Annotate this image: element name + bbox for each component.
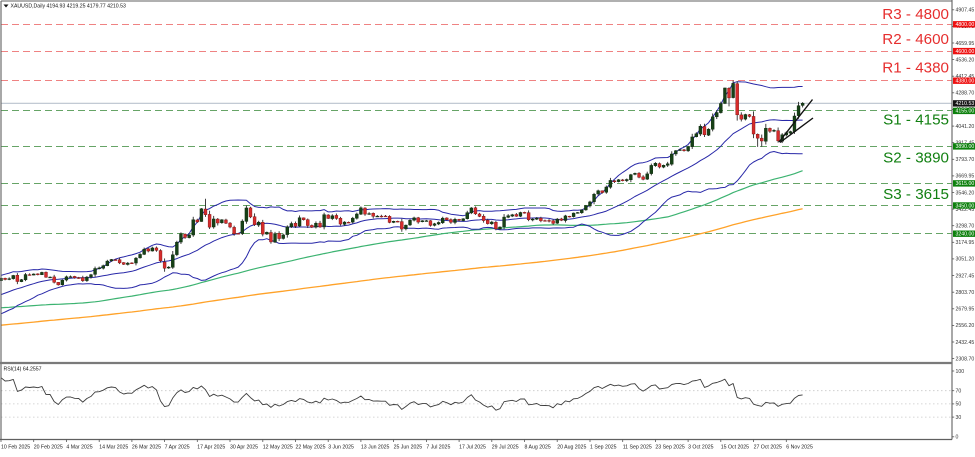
svg-text:RSI(14) 64.2557: RSI(14) 64.2557 [4, 367, 42, 373]
svg-text:20 Aug 2025: 20 Aug 2025 [557, 445, 586, 451]
svg-text:4659.95: 4659.95 [956, 41, 975, 47]
svg-text:50: 50 [956, 402, 962, 408]
svg-text:3669.95: 3669.95 [956, 174, 975, 180]
svg-text:3546.20: 3546.20 [956, 190, 975, 196]
svg-text:30 Apr 2025: 30 Apr 2025 [230, 445, 258, 451]
svg-text:R3 - 4800: R3 - 4800 [882, 6, 949, 23]
svg-text:3890.00: 3890.00 [956, 144, 975, 150]
svg-text:4536.20: 4536.20 [956, 57, 975, 63]
svg-text:2803.70: 2803.70 [956, 290, 975, 296]
svg-text:4412.45: 4412.45 [956, 74, 975, 80]
svg-text:2927.45: 2927.45 [956, 273, 975, 279]
svg-text:S2 - 3890: S2 - 3890 [883, 150, 949, 167]
svg-text:15 Oct 2025: 15 Oct 2025 [721, 445, 749, 451]
svg-text:29 Jul 2025: 29 Jul 2025 [492, 445, 519, 451]
svg-text:2679.95: 2679.95 [956, 307, 975, 313]
svg-text:3793.70: 3793.70 [956, 157, 975, 163]
svg-text:3450.00: 3450.00 [956, 203, 975, 209]
svg-text:6 Nov 2025: 6 Nov 2025 [786, 445, 813, 451]
svg-text:R2 - 4600: R2 - 4600 [882, 31, 949, 48]
svg-text:11 Sep 2025: 11 Sep 2025 [623, 445, 652, 451]
svg-text:4600.00: 4600.00 [956, 49, 975, 55]
svg-text:4 Mar 2025: 4 Mar 2025 [66, 445, 92, 451]
svg-text:100: 100 [956, 369, 965, 375]
svg-text:4380.00: 4380.00 [956, 79, 975, 85]
svg-text:8 Aug 2025: 8 Aug 2025 [525, 445, 551, 451]
svg-text:27 Oct 2025: 27 Oct 2025 [754, 445, 782, 451]
svg-text:12 May 2025: 12 May 2025 [263, 445, 293, 451]
svg-text:7 Jul 2025: 7 Jul 2025 [426, 445, 450, 451]
svg-text:2308.70: 2308.70 [956, 356, 975, 362]
svg-text:4210.53: 4210.53 [956, 101, 975, 107]
svg-text:2432.45: 2432.45 [956, 340, 975, 346]
svg-text:26 Mar 2025: 26 Mar 2025 [132, 445, 161, 451]
svg-text:3 Jun 2025: 3 Jun 2025 [328, 445, 354, 451]
svg-text:3422.45: 3422.45 [956, 207, 975, 213]
svg-text:13 Jun 2025: 13 Jun 2025 [361, 445, 390, 451]
svg-text:XAUUSD,Daily 4194.93 4219.25: XAUUSD,Daily 4194.93 4219.25 4179.77 421… [11, 4, 126, 10]
svg-text:2556.20: 2556.20 [956, 323, 975, 329]
svg-text:3240.00: 3240.00 [956, 232, 975, 238]
svg-text:17 Apr 2025: 17 Apr 2025 [197, 445, 225, 451]
svg-text:22 May 2025: 22 May 2025 [296, 445, 326, 451]
svg-text:23 Sep 2025: 23 Sep 2025 [655, 445, 685, 451]
svg-text:S1 - 4155: S1 - 4155 [883, 112, 949, 129]
svg-text:20 Feb 2025: 20 Feb 2025 [34, 445, 63, 451]
svg-text:4155.00: 4155.00 [956, 109, 975, 115]
svg-text:1 Sep 2025: 1 Sep 2025 [590, 445, 617, 451]
svg-text:14 Mar 2025: 14 Mar 2025 [99, 445, 128, 451]
svg-text:7 Apr 2025: 7 Apr 2025 [165, 445, 190, 451]
svg-text:0: 0 [956, 435, 959, 441]
svg-text:4288.70: 4288.70 [956, 91, 975, 97]
svg-text:R1 - 4380: R1 - 4380 [882, 60, 949, 77]
svg-text:10 Feb 2025: 10 Feb 2025 [1, 445, 30, 451]
svg-text:25 Jun 2025: 25 Jun 2025 [394, 445, 423, 451]
svg-text:3 Oct 2025: 3 Oct 2025 [688, 445, 713, 451]
svg-text:17 Jul 2025: 17 Jul 2025 [459, 445, 486, 451]
svg-text:3174.95: 3174.95 [956, 240, 975, 246]
svg-text:4800.00: 4800.00 [956, 22, 975, 28]
svg-text:70: 70 [956, 389, 962, 395]
svg-text:30: 30 [956, 415, 962, 421]
svg-text:3051.20: 3051.20 [956, 257, 975, 263]
svg-text:S3 - 3615: S3 - 3615 [883, 186, 949, 203]
svg-text:4041.20: 4041.20 [956, 124, 975, 130]
svg-text:3615.00: 3615.00 [956, 181, 975, 187]
svg-text:3298.70: 3298.70 [956, 224, 975, 230]
svg-text:4907.45: 4907.45 [956, 8, 975, 14]
